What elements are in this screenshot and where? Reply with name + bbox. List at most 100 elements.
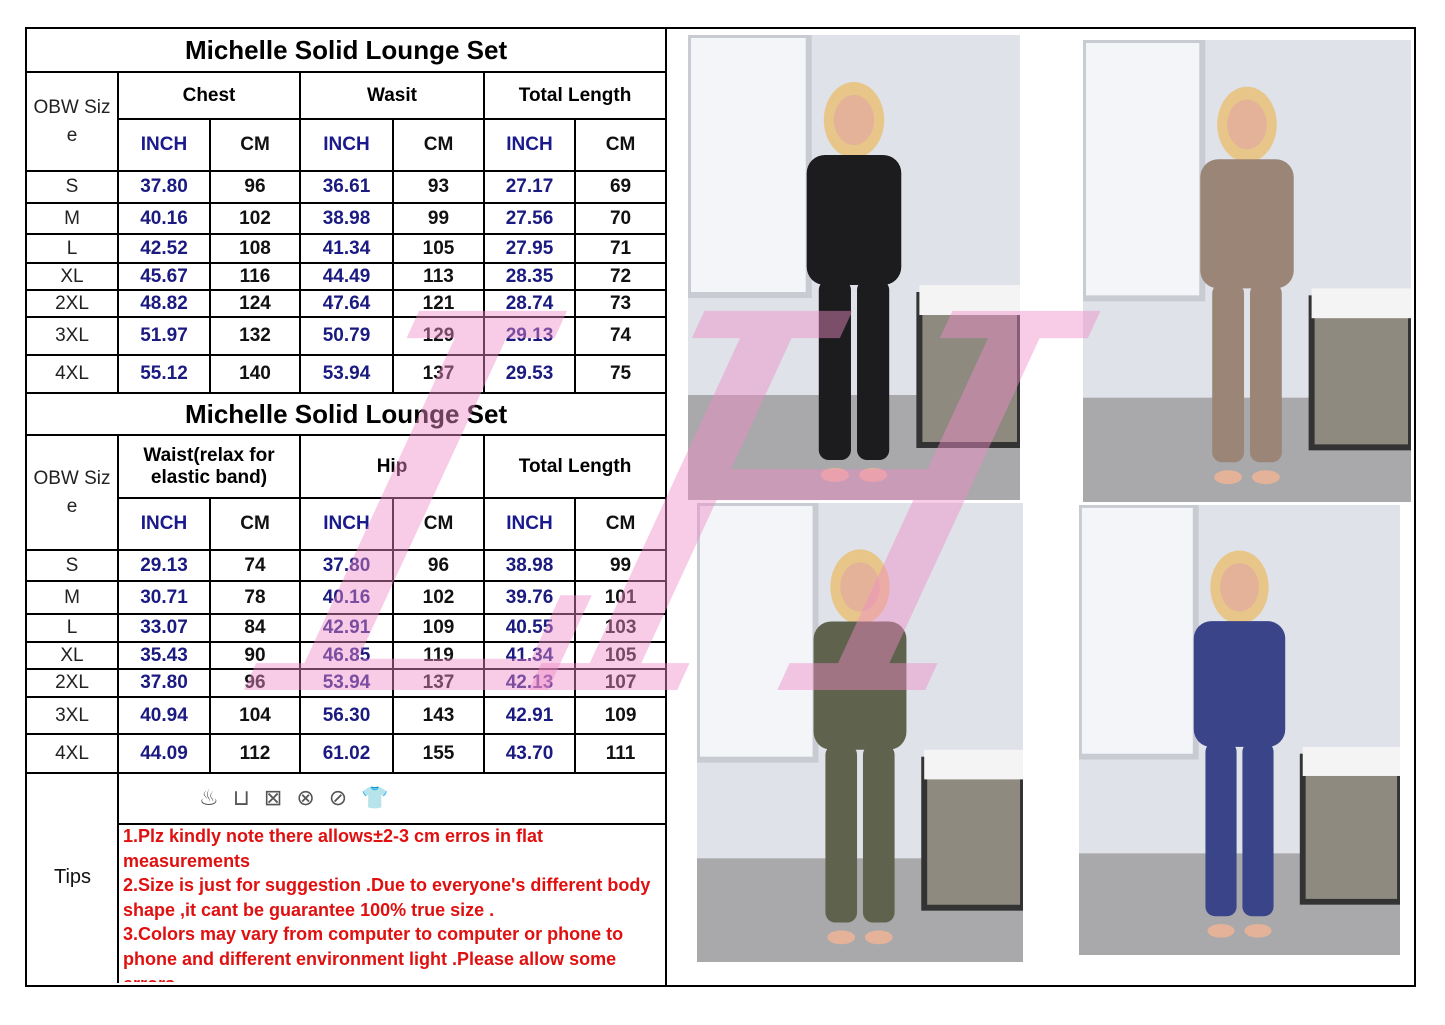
size-label: 4XL bbox=[25, 733, 119, 774]
measurement-cell: 78 bbox=[209, 580, 301, 615]
unit-header: CM bbox=[209, 497, 301, 551]
hand-wash-30-icon: ♨ bbox=[199, 784, 219, 810]
bed bbox=[921, 756, 1023, 911]
unit-row: INCH CM INCH CM INCH CM bbox=[26, 118, 668, 172]
measurement-cell: 69 bbox=[573, 170, 668, 204]
tips-text: 1.Plz kindly note there allows±2-3 cm er… bbox=[123, 824, 663, 982]
table-row: 2XL 37.80 96 53.94 137 42.13 107 bbox=[25, 668, 668, 698]
size-label: L bbox=[25, 613, 119, 643]
right-leg bbox=[857, 280, 890, 460]
top bbox=[813, 621, 907, 750]
measurement-cell: 155 bbox=[392, 733, 485, 774]
photo-black-set bbox=[688, 35, 1020, 500]
measurement-cell: 96 bbox=[209, 170, 301, 204]
measurement-cell: 44.49 bbox=[299, 262, 394, 291]
measurement-cell: 37.80 bbox=[299, 549, 394, 582]
left-leg bbox=[1212, 283, 1245, 463]
measurement-cell: 56.30 bbox=[299, 696, 394, 735]
face bbox=[840, 562, 880, 612]
measurement-cell: 38.98 bbox=[483, 549, 576, 582]
left-leg bbox=[1205, 742, 1237, 917]
measurement-cell: 37.80 bbox=[117, 170, 211, 204]
measurement-cell: 71 bbox=[573, 233, 668, 264]
table-row: 4XL 55.12 140 53.94 137 29.53 75 bbox=[25, 354, 668, 394]
measurement-cell: 61.02 bbox=[299, 733, 394, 774]
photo-mocha-set bbox=[1083, 40, 1411, 502]
measurement-cell: 73 bbox=[573, 289, 668, 318]
measurement-cell: 33.07 bbox=[117, 613, 211, 643]
group-header: Hip bbox=[299, 434, 485, 499]
window bbox=[697, 503, 819, 763]
tip-2: 2.Size is just for suggestion .Due to ev… bbox=[123, 875, 651, 920]
measurement-cell: 42.52 bbox=[117, 233, 211, 264]
measurement-cell: 42.13 bbox=[483, 668, 576, 698]
bedding bbox=[919, 285, 1020, 315]
measurement-cell: 137 bbox=[392, 668, 485, 698]
bed bbox=[916, 292, 1020, 448]
size-label: XL bbox=[25, 641, 119, 670]
measurement-cell: 28.35 bbox=[483, 262, 576, 291]
size-label: 3XL bbox=[25, 696, 119, 735]
measurement-cell: 27.95 bbox=[483, 233, 576, 264]
measurement-cell: 132 bbox=[209, 316, 301, 356]
top bbox=[1200, 159, 1294, 289]
measurement-cell: 29.53 bbox=[483, 354, 576, 394]
measurement-cell: 113 bbox=[392, 262, 485, 291]
group-header: Wasit bbox=[299, 71, 485, 120]
measurement-cell: 51.97 bbox=[117, 316, 211, 356]
photo-olive-set bbox=[697, 503, 1023, 962]
measurement-cell: 74 bbox=[209, 549, 301, 582]
measurement-cell: 29.13 bbox=[117, 549, 211, 582]
measurement-cell: 47.64 bbox=[299, 289, 394, 318]
measurement-cell: 108 bbox=[209, 233, 301, 264]
unit-row: INCH CM INCH CM INCH CM bbox=[26, 497, 668, 551]
measurement-cell: 40.16 bbox=[117, 202, 211, 235]
measurement-cell: 40.55 bbox=[483, 613, 576, 643]
measurement-cell: 36.61 bbox=[299, 170, 394, 204]
hang-dry-icon: 👕 bbox=[361, 784, 389, 810]
measurement-cell: 45.67 bbox=[117, 262, 211, 291]
table-row: L 33.07 84 42.91 109 40.55 103 bbox=[25, 613, 668, 643]
measurement-cell: 53.94 bbox=[299, 668, 394, 698]
size-label: S bbox=[25, 170, 119, 204]
measurement-cell: 43.70 bbox=[483, 733, 576, 774]
measurement-cell: 137 bbox=[392, 354, 485, 394]
measurement-cell: 99 bbox=[573, 549, 668, 582]
measurement-cell: 129 bbox=[392, 316, 485, 356]
face bbox=[833, 95, 875, 145]
unit-header: INCH bbox=[483, 497, 576, 551]
measurement-cell: 41.34 bbox=[299, 233, 394, 264]
measurement-cell: 116 bbox=[209, 262, 301, 291]
group-header: Waist(relax for elastic band) bbox=[117, 434, 301, 499]
unit-header: INCH bbox=[117, 497, 211, 551]
measurement-cell: 140 bbox=[209, 354, 301, 394]
title-row: Michelle Solid Lounge Set bbox=[24, 392, 668, 436]
measurement-cell: 84 bbox=[209, 613, 301, 643]
photo-navy-set bbox=[1079, 505, 1400, 955]
left-leg bbox=[825, 744, 858, 923]
measurement-cell: 27.17 bbox=[483, 170, 576, 204]
bedding bbox=[1302, 746, 1400, 776]
size-header-label: OBW Siz e bbox=[33, 96, 111, 146]
unit-header: INCH bbox=[483, 118, 576, 172]
measurement-cell: 109 bbox=[573, 696, 668, 735]
table-row: M 40.16 102 38.98 99 27.56 70 bbox=[25, 202, 668, 235]
table-title: Michelle Solid Lounge Set bbox=[24, 392, 668, 436]
measurement-cell: 37.80 bbox=[117, 668, 211, 698]
size-label: 3XL bbox=[25, 316, 119, 356]
tip-1: 1.Plz kindly note there allows±2-3 cm er… bbox=[123, 826, 544, 871]
no-tumble-dry-icon: ⊠ bbox=[263, 784, 283, 810]
measurement-cell: 96 bbox=[209, 668, 301, 698]
table-row: 3XL 40.94 104 56.30 143 42.91 109 bbox=[25, 696, 668, 735]
measurement-cell: 40.16 bbox=[299, 580, 394, 615]
group-header: Chest bbox=[117, 71, 301, 120]
measurement-cell: 103 bbox=[573, 613, 668, 643]
group-header-row: OBW Siz e Chest Wasit Total Length bbox=[25, 71, 668, 172]
measurement-cell: 50.79 bbox=[299, 316, 394, 356]
bed bbox=[1299, 753, 1400, 905]
measurement-cell: 143 bbox=[392, 696, 485, 735]
table-row: S 37.80 96 36.61 93 27.17 69 bbox=[25, 170, 668, 204]
size-table-bottom: Michelle Solid Lounge Set OBW Siz e Waist(… bbox=[24, 392, 668, 774]
group-header: Total Length bbox=[482, 434, 668, 499]
top bbox=[806, 155, 902, 285]
